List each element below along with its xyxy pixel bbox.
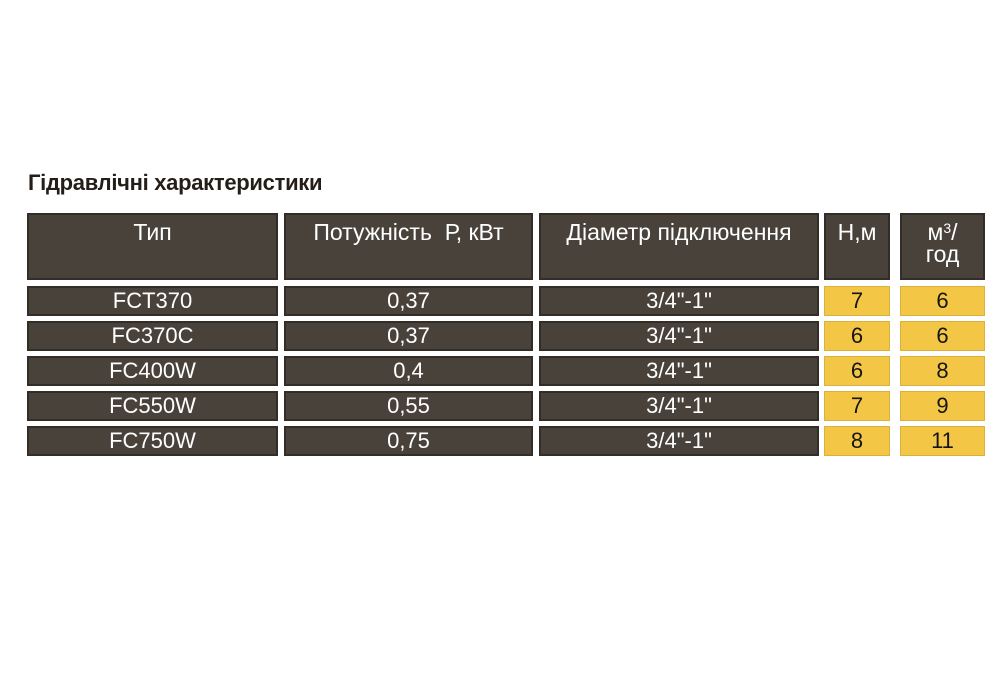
cell-type: FCT370 xyxy=(27,286,278,316)
cell-type: FC750W xyxy=(27,426,278,456)
cell-diameter: 3/4"-1" xyxy=(539,286,819,316)
cell-flow: 8 xyxy=(900,356,985,386)
cell-diameter: 3/4"-1" xyxy=(539,391,819,421)
cell-flow: 11 xyxy=(900,426,985,456)
cell-head: 7 xyxy=(824,391,890,421)
hydraulic-characteristics-table: Тип Потужність Р, кВт Діаметр підключенн… xyxy=(27,213,985,456)
header-power-label: Потужність Р, кВт xyxy=(313,219,504,245)
cell-head: 6 xyxy=(824,321,890,351)
cell-head: 7 xyxy=(824,286,890,316)
cell-type: FC370C xyxy=(27,321,278,351)
cell-head: 6 xyxy=(824,356,890,386)
table-row: FC370C 0,37 3/4"-1" 6 6 xyxy=(27,321,985,351)
cell-flow: 9 xyxy=(900,391,985,421)
table-row: FC400W 0,4 3/4"-1" 6 8 xyxy=(27,356,985,386)
header-flow: м3/год xyxy=(900,213,985,280)
table-row: FC550W 0,55 3/4"-1" 7 9 xyxy=(27,391,985,421)
cell-power: 0,37 xyxy=(284,321,533,351)
header-head-label: Н,м xyxy=(837,219,877,245)
header-row: Тип Потужність Р, кВт Діаметр підключенн… xyxy=(27,213,985,280)
table-row: FC750W 0,75 3/4"-1" 8 11 xyxy=(27,426,985,456)
cell-head: 8 xyxy=(824,426,890,456)
header-diameter: Діаметр підключення xyxy=(539,213,819,280)
cell-diameter: 3/4"-1" xyxy=(539,426,819,456)
header-type: Тип xyxy=(27,213,278,280)
cell-flow: 6 xyxy=(900,321,985,351)
cell-power: 0,75 xyxy=(284,426,533,456)
cell-power: 0,55 xyxy=(284,391,533,421)
header-diameter-label: Діаметр підключення xyxy=(566,219,792,245)
header-flow-label: м3/год xyxy=(925,219,960,267)
page-title: Гідравлічні характеристики xyxy=(28,170,323,195)
cell-power: 0,4 xyxy=(284,356,533,386)
cell-flow: 6 xyxy=(900,286,985,316)
header-type-label: Тип xyxy=(133,219,172,245)
cell-type: FC400W xyxy=(27,356,278,386)
header-head: Н,м xyxy=(824,213,890,280)
cell-type: FC550W xyxy=(27,391,278,421)
cell-diameter: 3/4"-1" xyxy=(539,356,819,386)
table-row: FCT370 0,37 3/4"-1" 7 6 xyxy=(27,286,985,316)
cell-diameter: 3/4"-1" xyxy=(539,321,819,351)
header-power: Потужність Р, кВт xyxy=(284,213,533,280)
cell-power: 0,37 xyxy=(284,286,533,316)
